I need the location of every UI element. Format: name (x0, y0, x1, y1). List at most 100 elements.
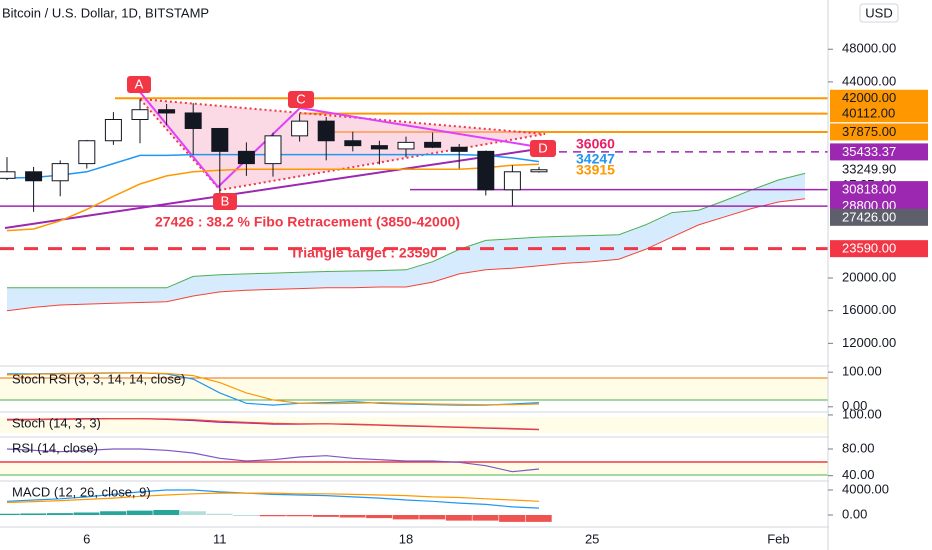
y-tick-label: 44000.00 (842, 73, 896, 88)
annotation: Triangle target : 23590 (290, 245, 438, 261)
layer (0, 97, 828, 522)
histogram-bar (20, 513, 47, 515)
value-note: 33915 (576, 161, 615, 177)
level-label: 35433.37 (842, 144, 896, 159)
y-tick-label: 16000.00 (842, 302, 896, 317)
y-tick-label: 0.00 (842, 506, 867, 521)
series-line (6, 448, 540, 473)
candle-body (158, 109, 176, 114)
level-label: 27426.00 (842, 209, 896, 224)
histogram-bar (525, 515, 552, 522)
y-tick-label: 12000.00 (842, 335, 896, 350)
y-tick-label: 48000.00 (842, 41, 896, 56)
histogram-bar (499, 515, 526, 522)
value-note: 34247 (576, 150, 615, 166)
histogram-bar (312, 515, 339, 517)
currency-button[interactable] (859, 3, 899, 23)
point-label: D (538, 140, 547, 155)
level-badge (830, 161, 928, 179)
point-badge (213, 193, 237, 210)
y-tick-label: 4000.00 (842, 481, 889, 496)
chart-title: Bitcoin / U.S. Dollar, 1D, BITSTAMP (2, 5, 209, 20)
candle-body (237, 150, 255, 165)
x-tick-label: 6 (83, 531, 90, 546)
histogram-bar (366, 515, 393, 519)
x-tick-label: 11 (213, 531, 227, 546)
series-line (7, 172, 806, 289)
candle-body (264, 135, 282, 165)
candle-body (78, 140, 96, 165)
pane-title: Stoch RSI (3, 3, 14, 14, close) (12, 371, 185, 386)
candle-body (317, 120, 335, 142)
histogram-bar (339, 515, 366, 518)
point-badge (127, 76, 151, 93)
pattern-line (139, 91, 546, 189)
level-label: 37875.00 (842, 124, 896, 139)
candle-body (184, 112, 202, 129)
band (0, 378, 828, 400)
y-tick-label: 100.00 (842, 406, 882, 421)
candle-body (0, 171, 16, 179)
pane-title: Stoch (14, 3, 3) (12, 415, 101, 430)
point-label: B (221, 193, 230, 208)
histogram-bar (73, 512, 100, 515)
pane-title: MACD (12, 26, close, 9) (12, 484, 151, 499)
candle-body (291, 120, 309, 137)
histogram-bar (286, 515, 313, 517)
trend-line (4, 147, 546, 229)
histogram-bar (419, 515, 446, 520)
x-tick-label: 25 (585, 531, 599, 546)
series-line (6, 372, 540, 406)
histogram-bar (392, 515, 419, 520)
level-label: 42000.00 (842, 90, 896, 105)
level-label: 33249.90 (842, 162, 896, 177)
series-line (6, 418, 540, 430)
level-badge (830, 123, 928, 141)
candle-body (503, 171, 521, 191)
candle-body (211, 127, 229, 152)
histogram-bar (233, 515, 260, 516)
candle-body (397, 141, 415, 150)
series-line (6, 198, 806, 312)
point-label: A (135, 76, 144, 91)
value-note: 36060 (576, 135, 615, 151)
y-tick-label: 80.00 (842, 440, 875, 455)
point-label: C (296, 91, 305, 106)
candle-body (424, 141, 442, 148)
candle-body (450, 146, 468, 152)
level-label: 40112.00 (842, 106, 895, 121)
triangle (137, 97, 546, 192)
currency-label: USD (865, 5, 892, 20)
y-tick-label: 40.00 (842, 467, 875, 482)
x-tick-label: 18 (399, 531, 413, 546)
candle-body (131, 109, 149, 120)
band (0, 462, 828, 475)
candle-body (25, 171, 43, 182)
histogram-bar (259, 515, 286, 517)
annotation: 27426 : 38.2 % Fibo Retracement (3850-42… (155, 214, 460, 230)
level-badge (830, 181, 928, 199)
series-line (6, 489, 540, 509)
level-badge (830, 208, 928, 226)
candle-body (370, 145, 388, 150)
y-tick-label: 20000.00 (842, 269, 896, 284)
x-tick-label: Feb (767, 531, 789, 546)
histogram-bar (472, 515, 499, 521)
histogram-bar (100, 511, 127, 515)
cloud (7, 173, 805, 311)
candle-body (104, 118, 122, 142)
pane-title: RSI (14, close) (12, 440, 98, 455)
candle-body (51, 163, 69, 182)
histogram-bar (0, 513, 20, 515)
point-badge (288, 91, 314, 108)
histogram-bar (206, 513, 233, 515)
histogram-bar (445, 515, 472, 521)
band (0, 417, 828, 433)
histogram-bar (153, 510, 180, 515)
level-label: 30818.00 (842, 182, 896, 197)
level-badge (830, 89, 928, 107)
candle-body (344, 140, 362, 147)
series-line (6, 492, 540, 504)
